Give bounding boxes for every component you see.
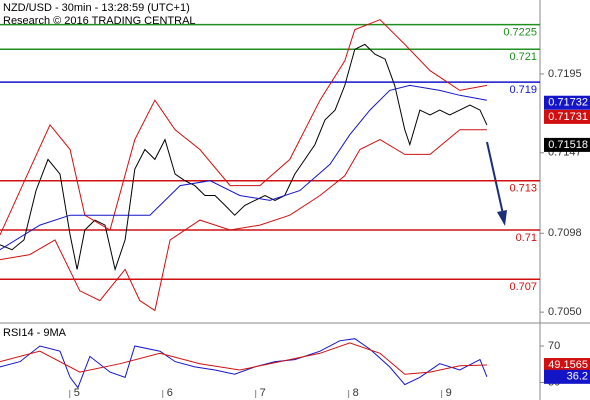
series-line	[0, 43, 488, 272]
arrow-shaft	[486, 141, 504, 215]
price-tag-label: 36.2	[567, 371, 588, 383]
price-tag-box	[544, 369, 590, 384]
level-label: 0.719	[509, 84, 537, 96]
level-label: 0.721	[509, 51, 537, 63]
chart-title: NZD/USD - 30min - 13:28:59 (UTC+1)	[3, 2, 190, 14]
price-tag-box	[544, 109, 590, 124]
price-tag-label: 0.71732	[548, 97, 588, 109]
price-tag-box	[544, 137, 590, 152]
price-tag-label: 0.71731	[548, 111, 588, 123]
y-tick-label: 0.7195	[548, 68, 582, 80]
level-label: 0.71	[516, 232, 537, 244]
rsi-title: RSI14 - 9MA	[3, 327, 67, 339]
price-tag-box	[544, 95, 590, 110]
level-label: 0.7225	[503, 27, 537, 39]
price-tag-box	[544, 358, 590, 373]
series-line	[0, 19, 487, 236]
x-tick-label: 5	[74, 387, 80, 399]
forecast-arrow	[486, 141, 507, 226]
x-tick-label: 9	[446, 387, 452, 399]
level-label: 0.713	[509, 183, 537, 195]
series-line	[0, 84, 487, 251]
price-tag-label: 0.71518	[548, 139, 588, 151]
y-tick-label: 70	[548, 340, 560, 352]
level-label: 0.707	[509, 281, 537, 293]
y-tick-label: 0.7098	[548, 227, 582, 239]
x-tick-label: 7	[260, 387, 266, 399]
price-tag-label: 49.1565	[548, 359, 588, 371]
series-line	[0, 129, 487, 312]
series-line	[0, 342, 487, 375]
x-tick-label: 6	[167, 387, 173, 399]
arrow-head	[497, 210, 507, 226]
x-tick-label: 8	[353, 387, 359, 399]
series-line	[0, 338, 488, 389]
y-tick-label: 0.7050	[548, 306, 582, 318]
